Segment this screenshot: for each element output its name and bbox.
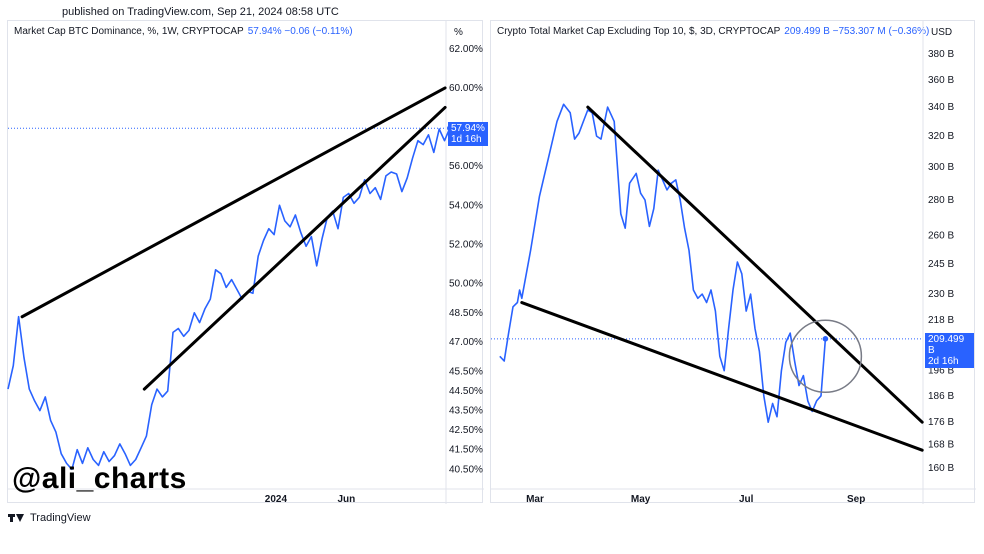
y-tick-label: 54.00% <box>449 200 483 211</box>
y-tick-label: 43.50% <box>449 406 483 417</box>
countdown: 1d 16h <box>451 134 482 146</box>
axis-unit[interactable]: USD <box>931 27 953 38</box>
price-line <box>7 127 451 471</box>
x-tick-label: 2024 <box>265 494 288 505</box>
y-tick-label: 320 B <box>928 131 954 142</box>
y-tick-label: 60.00% <box>449 83 483 94</box>
y-tick-label: 62.00% <box>449 44 483 55</box>
legend-title: Market Cap BTC Dominance, %, 1W, CRYPTOC… <box>14 26 244 37</box>
legend-values: 57.94% −0.06 (−0.11%) <box>247 26 353 37</box>
chart-panel-total-market-cap[interactable]: Crypto Total Market Cap Excluding Top 10… <box>490 20 976 505</box>
chart-legend: Market Cap BTC Dominance, %, 1W, CRYPTOC… <box>14 26 353 37</box>
price-line <box>499 103 827 424</box>
y-tick-label: 50.00% <box>449 278 483 289</box>
y-tick-label: 41.50% <box>449 445 483 456</box>
trendline <box>520 301 924 452</box>
last-price-dot <box>822 336 829 342</box>
y-tick-label: 245 B <box>928 259 954 270</box>
countdown: 2d 16h <box>928 355 959 367</box>
y-tick-label: 52.00% <box>449 239 483 250</box>
legend-title: Crypto Total Market Cap Excluding Top 10… <box>497 26 781 37</box>
last-price-tag: 57.94% 1d 16h <box>448 122 488 147</box>
highlight-circle <box>788 319 863 394</box>
x-tick-label: Sep <box>847 494 865 505</box>
last-value: 57.94% <box>451 123 485 135</box>
x-tick-label: Mar <box>526 494 544 505</box>
author-watermark: @ali_charts <box>12 462 187 495</box>
legend-values: 209.499 B −753.307 M (−0.36%) <box>784 26 930 37</box>
y-tick-label: 186 B <box>928 391 954 402</box>
y-tick-label: 380 B <box>928 49 954 60</box>
last-price-tag: 209.499 B 2d 16h <box>925 332 974 368</box>
y-tick-label: 340 B <box>928 102 954 113</box>
y-tick-label: 47.00% <box>449 337 483 348</box>
y-tick-label: 176 B <box>928 417 954 428</box>
btc-dominance-plot[interactable]: 62.00% 60.00% 56.00% 54.00% 52.00% 50.00% 48.5… <box>7 21 484 505</box>
chart-panel-btc-dominance[interactable]: Market Cap BTC Dominance, %, 1W, CRYPTOC… <box>7 20 488 505</box>
y-tick-label: 300 B <box>928 162 954 173</box>
y-tick-label: 40.50% <box>449 464 483 475</box>
y-tick-label: 360 B <box>928 75 954 86</box>
y-tick-label: 218 B <box>928 315 954 326</box>
x-tick-label: May <box>631 494 651 505</box>
y-tick-label: 160 B <box>928 463 954 474</box>
y-tick-label: 42.50% <box>449 425 483 436</box>
trendline <box>586 105 924 424</box>
y-tick-label: 44.50% <box>449 386 483 397</box>
y-tick-label: 230 B <box>928 289 954 300</box>
x-tick-label: Jul <box>739 494 754 505</box>
brand-label: TradingView <box>30 512 91 524</box>
y-tick-label: 260 B <box>928 230 954 241</box>
y-tick-label: 45.50% <box>449 367 483 378</box>
tradingview-brand[interactable]: TradingView <box>8 512 91 524</box>
x-tick-label: Jun <box>338 494 356 505</box>
trendline <box>142 105 447 391</box>
trendline <box>20 86 447 319</box>
y-tick-label: 168 B <box>928 439 954 450</box>
y-tick-label: 196 B <box>928 366 954 377</box>
tradingview-logo-icon <box>8 513 26 523</box>
last-value: 209.499 B <box>928 333 965 356</box>
axis-unit[interactable]: % <box>454 27 463 38</box>
published-note: published on TradingView.com, Sep 21, 20… <box>62 6 339 18</box>
market-cap-plot[interactable]: 380 B 360 B 340 B 320 B 300 B 280 B 260 B 245 B… <box>491 21 976 505</box>
y-tick-label: 56.00% <box>449 161 483 172</box>
chart-legend: Crypto Total Market Cap Excluding Top 10… <box>497 26 929 37</box>
y-tick-label: 280 B <box>928 195 954 206</box>
y-tick-label: 48.50% <box>449 308 483 319</box>
